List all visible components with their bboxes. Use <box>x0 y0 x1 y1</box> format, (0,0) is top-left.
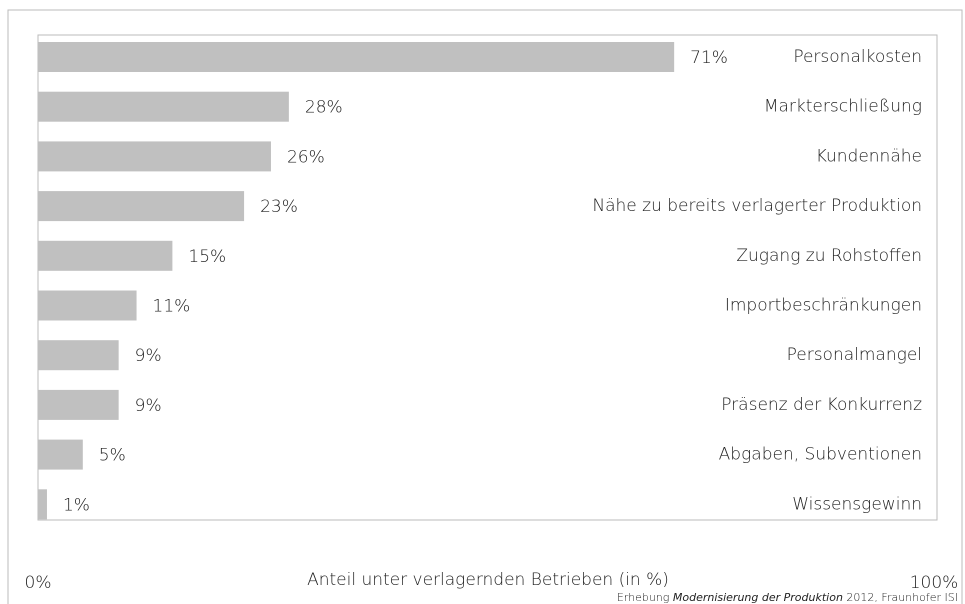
bar <box>38 340 119 371</box>
x-tick-label: 0% <box>25 573 52 593</box>
value-label: 11% <box>153 297 191 317</box>
category-label: Abgaben, Subventionen <box>719 445 922 465</box>
bar <box>38 42 675 72</box>
x-axis-label: Anteil unter verlagernden Betrieben (in … <box>307 570 669 590</box>
bar <box>38 389 119 420</box>
bar <box>38 240 173 271</box>
source-suffix: 2012, Fraunhofer ISI <box>843 591 958 604</box>
category-label: Wissensgewinn <box>792 494 922 514</box>
source-note: Erhebung Modernisierung der Produktion 2… <box>617 591 958 604</box>
category-label: Markterschließung <box>764 97 922 117</box>
value-label: 28% <box>305 98 343 118</box>
value-label: 26% <box>287 147 325 167</box>
frame <box>7 9 963 604</box>
bar <box>38 91 289 122</box>
value-label: 9% <box>135 396 162 416</box>
category-label: Personalkosten <box>793 47 922 67</box>
value-label: 1% <box>63 495 90 515</box>
bar <box>38 439 83 470</box>
value-label: 15% <box>188 247 226 267</box>
category-label: Personalmangel <box>787 345 922 365</box>
category-label: Zugang zu Rohstoffen <box>736 246 922 266</box>
x-tick-label: 100% <box>910 573 959 593</box>
bar <box>38 141 271 172</box>
category-label: Präsenz der Konkurrenz <box>721 395 922 415</box>
bar <box>38 290 137 321</box>
source-prefix: Erhebung <box>617 591 673 604</box>
category-label: Kundennähe <box>816 146 922 166</box>
value-label: 9% <box>135 346 162 366</box>
source-title: Modernisierung der Produktion <box>673 591 843 604</box>
value-label: 71% <box>690 48 728 68</box>
category-label: Importbeschränkungen <box>725 296 922 316</box>
plot-border <box>37 34 938 521</box>
bar <box>38 191 245 222</box>
value-label: 5% <box>99 446 126 466</box>
value-label: 23% <box>260 197 298 217</box>
category-label: Nähe zu bereits verlagerter Produktion <box>592 196 922 216</box>
bar <box>38 489 47 520</box>
